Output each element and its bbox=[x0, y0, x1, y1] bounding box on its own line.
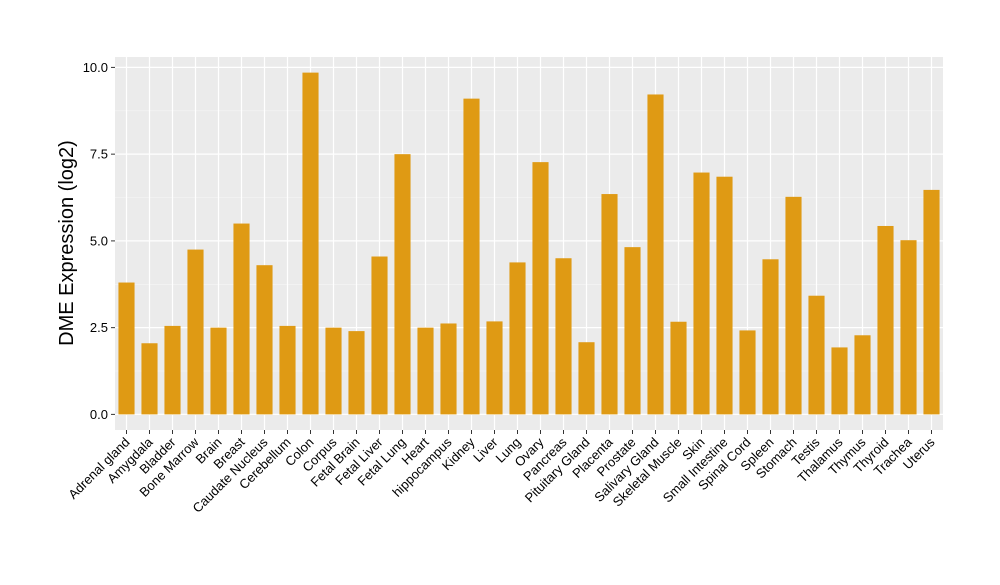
bar bbox=[693, 172, 710, 415]
bar bbox=[601, 194, 618, 415]
bar bbox=[739, 330, 756, 415]
bar bbox=[141, 343, 158, 415]
plot-panel bbox=[115, 57, 943, 430]
bar bbox=[854, 335, 871, 415]
bars-group bbox=[118, 72, 940, 415]
y-tick-label: 0.0 bbox=[90, 407, 108, 422]
y-axis: 0.0 2.5 5.0 7.5 10.0 bbox=[83, 60, 115, 422]
bar bbox=[394, 154, 411, 415]
bar bbox=[118, 282, 135, 415]
bar bbox=[463, 98, 480, 415]
bar bbox=[164, 325, 181, 415]
x-tick-label: Liver bbox=[470, 434, 501, 465]
bar bbox=[762, 259, 779, 415]
bar bbox=[348, 331, 365, 415]
y-tick-label: 7.5 bbox=[90, 147, 108, 162]
bar bbox=[532, 162, 549, 415]
bar bbox=[716, 176, 733, 415]
y-tick-label: 5.0 bbox=[90, 233, 108, 248]
bar bbox=[808, 295, 825, 415]
bar bbox=[555, 258, 572, 415]
bar bbox=[440, 323, 457, 415]
y-axis-title: DME Expression (log2) bbox=[56, 140, 78, 346]
bar bbox=[325, 327, 342, 415]
bar bbox=[233, 223, 250, 415]
bar bbox=[371, 256, 388, 415]
bar bbox=[877, 225, 894, 415]
bar bbox=[624, 247, 641, 415]
bar bbox=[578, 342, 595, 415]
bar bbox=[831, 347, 848, 415]
bar bbox=[900, 240, 917, 415]
bar bbox=[486, 321, 503, 415]
bar bbox=[302, 72, 319, 415]
bar bbox=[210, 327, 227, 415]
y-tick-label: 10.0 bbox=[83, 60, 108, 75]
bar bbox=[417, 327, 434, 415]
bar bbox=[279, 325, 296, 415]
bar bbox=[670, 321, 687, 415]
minor-gridlines bbox=[115, 110, 943, 372]
bar bbox=[256, 265, 273, 415]
bar bbox=[187, 249, 204, 415]
bar bbox=[785, 196, 802, 415]
bar bbox=[647, 94, 664, 415]
bar bbox=[509, 262, 526, 415]
bar bbox=[923, 189, 940, 415]
y-tick-label: 2.5 bbox=[90, 320, 108, 335]
